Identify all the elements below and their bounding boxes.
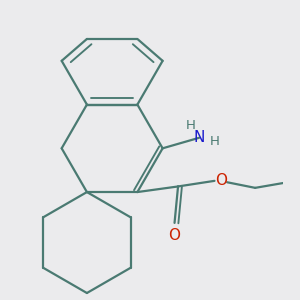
Text: O: O — [169, 228, 181, 243]
Text: O: O — [215, 172, 227, 188]
Text: H: H — [210, 135, 219, 148]
Text: N: N — [194, 130, 205, 145]
Text: H: H — [186, 119, 196, 132]
